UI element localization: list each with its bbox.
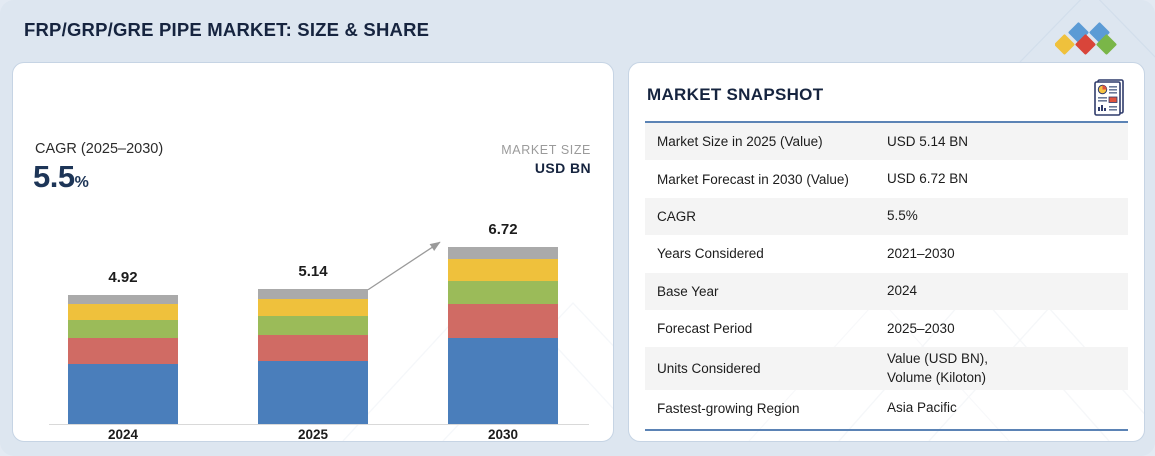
bar-column-2024 — [68, 294, 178, 424]
snapshot-row-key: Market Forecast in 2030 (Value) — [657, 171, 849, 187]
x-axis-label-2030: 2030 — [487, 427, 519, 442]
snapshot-table: Market Size in 2025 (Value) USD 5.14 BN Ma… — [645, 123, 1128, 427]
cagr-number: 5.5 — [33, 159, 75, 194]
bar-total-label-2025: 5.14 — [298, 262, 328, 280]
market-size-chart-card: CAGR (2025–2030) 5.5% MARKET SIZE USD BN… — [12, 62, 614, 442]
snapshot-bottom-rule — [645, 429, 1128, 431]
snapshot-row-key: Fastest-growing Region — [657, 400, 800, 416]
snapshot-title: MARKET SNAPSHOT — [647, 85, 824, 104]
bar-segment-middle-east-africa-2030 — [448, 258, 558, 282]
bar-segment-south-america-2025 — [258, 288, 368, 300]
bar-segment-asia-pacific-2030 — [448, 337, 558, 424]
bar-segment-europe-2025 — [258, 316, 368, 335]
cagr-value: 5.5% — [33, 159, 89, 195]
x-axis-label-2024: 2024 — [107, 427, 139, 442]
bar-segment-europe-2024 — [68, 320, 178, 339]
snapshot-row: Years Considered 2021–2030 — [645, 235, 1128, 272]
snapshot-row-value: Asia Pacific — [887, 400, 957, 416]
market-size-unit: USD BN — [534, 160, 591, 176]
snapshot-row-value: 2024 — [887, 283, 918, 299]
snapshot-row: CAGR 5.5% — [645, 197, 1128, 236]
bar-segment-middle-east-africa-2024 — [68, 304, 178, 321]
header: FRP/GRP/GRE PIPE MARKET: SIZE & SHARE — [0, 0, 1155, 62]
bar-segment-south-america-2024 — [68, 294, 178, 304]
snapshot-row: Fastest-growing Region Asia Pacific — [645, 390, 1128, 427]
snapshot-row: Market Forecast in 2030 (Value) USD 6.72 … — [645, 160, 1128, 197]
snapshot-row-value: Value (USD BN), Volume (Kiloton) — [887, 351, 989, 385]
bar-segment-north-america-2030 — [448, 304, 558, 338]
bar-column-2030 — [448, 247, 558, 424]
cagr-label: CAGR (2025–2030) — [35, 141, 164, 157]
market-size-caption: MARKET SIZE — [501, 143, 591, 157]
stacked-bar-plot: 4.92 5.14 6.72 — [37, 193, 589, 425]
snapshot-row-value: USD 5.14 BN — [887, 133, 969, 149]
bar-segment-asia-pacific-2025 — [258, 360, 368, 424]
x-axis-label-2025: 2025 — [297, 427, 329, 442]
snapshot-row-key: Years Considered — [657, 246, 764, 262]
bar-segment-north-america-2024 — [68, 338, 178, 364]
bar-segment-north-america-2025 — [258, 334, 368, 361]
snapshot-row-key: CAGR — [657, 208, 697, 224]
snapshot-row-value: USD 6.72 BN — [887, 170, 969, 186]
x-axis-line — [49, 424, 589, 425]
mordor-diamonds-logo-icon — [1055, 22, 1117, 55]
bar-segment-south-america-2030 — [448, 247, 558, 259]
snapshot-top-rule — [645, 121, 1128, 123]
snapshot-row-value: 2025–2030 — [887, 320, 955, 336]
bar-total-label-2024: 4.92 — [108, 268, 138, 286]
snapshot-row-value: 2021–2030 — [887, 245, 955, 261]
snapshot-row-key: Units Considered — [657, 361, 761, 377]
snapshot-row: Market Size in 2025 (Value) USD 5.14 BN — [645, 123, 1128, 161]
x-axis-labels: 2024 2025 2030 — [37, 427, 589, 442]
market-snapshot-card: MARKET SNAPSHOT Market Size in 2025 (Val… — [628, 62, 1145, 442]
bar-column-2025 — [258, 288, 368, 424]
snapshot-row-value: 5.5% — [887, 208, 918, 224]
snapshot-row-key: Market Size in 2025 (Value) — [657, 134, 823, 150]
report-document-icon — [1094, 79, 1124, 116]
snapshot-row: Base Year 2024 — [645, 272, 1128, 310]
snapshot-row: Forecast Period 2025–2030 — [645, 310, 1128, 347]
cagr-percent-sign: % — [74, 174, 89, 191]
page-title: FRP/GRP/GRE PIPE MARKET: SIZE & SHARE — [24, 19, 430, 40]
snapshot-row-key: Forecast Period — [657, 321, 753, 337]
bar-segment-middle-east-africa-2025 — [258, 299, 368, 317]
bar-total-label-2030: 6.72 — [488, 221, 518, 239]
snapshot-row-key: Base Year — [657, 283, 719, 299]
bar-segment-asia-pacific-2024 — [68, 363, 178, 424]
snapshot-row: Units Considered Value (USD BN), Volume (… — [645, 347, 1128, 390]
bar-segment-europe-2030 — [448, 281, 558, 304]
